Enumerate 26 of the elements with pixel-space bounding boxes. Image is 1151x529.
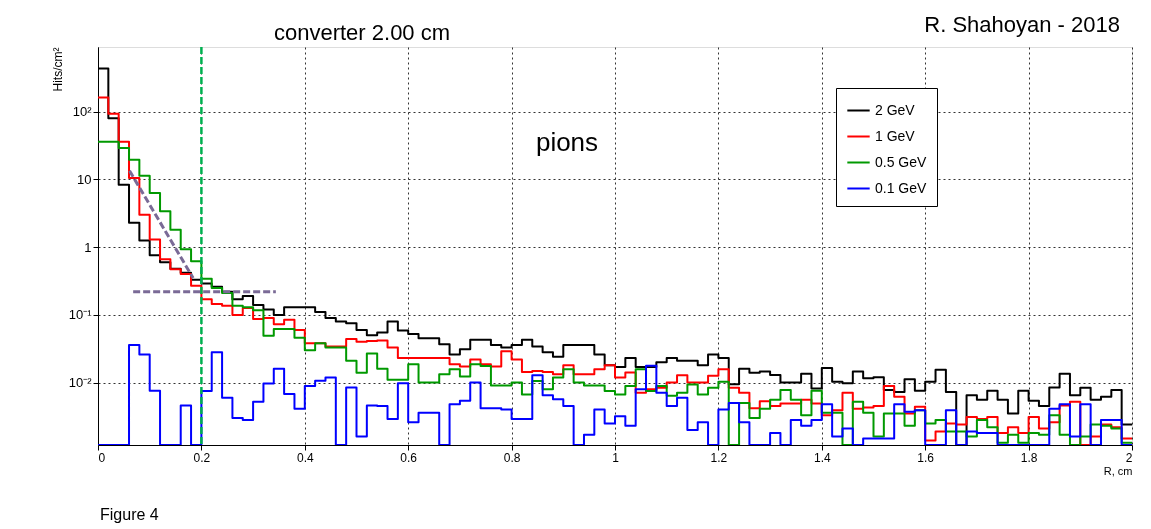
y-tick-label: 1 [84, 239, 92, 255]
y-tick-label: 10 [77, 171, 92, 187]
legend-label: 0.5 GeV [875, 153, 928, 170]
x-tick-label: 1.8 [1020, 450, 1038, 465]
x-tick-label: 0.8 [503, 450, 521, 465]
x-tick-label: 0 [98, 450, 106, 465]
annotation: pions [535, 127, 599, 157]
y-tick-label: 10⁻¹ [68, 307, 93, 323]
x-tick-label: 1.6 [917, 450, 935, 465]
x-tick-label: 0.2 [193, 450, 211, 465]
x-tick-label: 1 [612, 450, 620, 465]
legend-label: 1 GeV [875, 127, 916, 144]
chart-title: converter 2.00 cm [273, 20, 451, 45]
x-tick-label: 2 [1125, 450, 1133, 465]
text: R. Shahoyan - 2018 [924, 12, 1120, 37]
x-tick-label: 0.6 [400, 450, 418, 465]
legend-label: 2 GeV [875, 101, 916, 118]
x-tick-label: 0.4 [296, 450, 314, 465]
x-tick-label: 1.2 [710, 450, 728, 465]
caption: Figure 4 [100, 506, 159, 523]
y-axis-title: Hits/cm² [50, 47, 65, 92]
x-axis-title: R, cm [1103, 464, 1133, 477]
y-tick-label: 10² [72, 104, 93, 120]
y-tick-label: 10⁻² [68, 375, 93, 391]
x-tick-label: 1.4 [813, 450, 831, 465]
legend-label: 0.1 GeV [875, 179, 928, 196]
